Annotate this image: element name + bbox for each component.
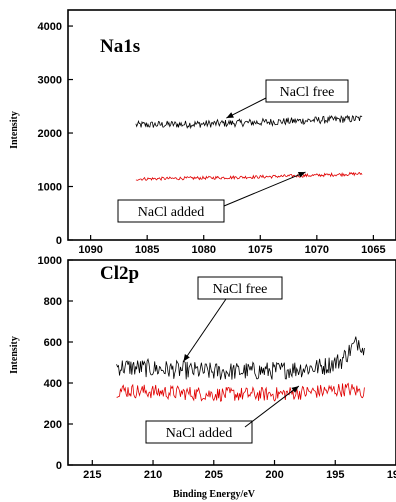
y-tick-label: 600	[44, 337, 62, 349]
y-tick-label: 0	[56, 460, 62, 472]
series-line-nacl-free	[116, 336, 365, 380]
series-line-nacl-free	[135, 114, 363, 130]
y-tick-label: 400	[44, 378, 62, 390]
annotation-arrow-line	[223, 171, 306, 207]
annotation-nacl-added: NaCl added	[145, 385, 300, 444]
y-tick-label: 3000	[38, 75, 62, 87]
y-tick-label: 200	[44, 419, 62, 431]
annotation-box	[265, 79, 349, 103]
x-tick-label: 190	[387, 469, 396, 481]
x-axis-label: Binding Energy/eV	[173, 489, 256, 500]
y-axis-label: Intensity	[9, 336, 20, 374]
annotation-label: NaCl added	[138, 205, 204, 220]
plot-frame	[67, 259, 396, 466]
y-tick-label: 2000	[38, 128, 62, 140]
annotation-box	[117, 199, 225, 223]
panel-label: Cl2p	[100, 263, 139, 284]
x-tick-label: 205	[205, 469, 223, 481]
y-tick-label: 4000	[38, 21, 62, 33]
annotation-arrow-head	[297, 171, 306, 178]
y-tick-label: 0	[56, 235, 62, 247]
x-tick-label: 1070	[305, 244, 329, 256]
x-tick-label: 195	[326, 469, 344, 481]
panel-label: Na1s	[100, 36, 140, 57]
chart-panel-2: 0 200 400 600 800 1000 215 210 205 200 195 190 Inten…	[9, 255, 396, 500]
y-axis-label: Intensity	[9, 111, 20, 149]
series-line-nacl-added	[135, 171, 363, 181]
annotation-nacl-free: NaCl free	[226, 79, 349, 119]
annotation-arrow-head	[226, 112, 234, 119]
x-tick-label: 210	[144, 469, 162, 481]
x-tick-label: 1080	[191, 244, 215, 256]
annotation-label: NaCl free	[280, 85, 335, 100]
annotation-arrow-line	[244, 385, 300, 428]
annotation-arrow-head	[291, 386, 299, 393]
annotation-arrow-line	[182, 298, 227, 362]
x-tick-label: 1075	[248, 244, 272, 256]
annotation-nacl-free: NaCl free	[182, 276, 283, 362]
x-tick-label: 1090	[78, 244, 102, 256]
y-tick-label: 800	[44, 296, 62, 308]
x-tick-label: 1085	[135, 244, 159, 256]
x-tick-label: 1065	[361, 244, 385, 256]
y-tick-label: 1000	[38, 255, 62, 267]
annotation-nacl-added: NaCl added	[117, 171, 306, 223]
x-tick-label: 215	[83, 469, 101, 481]
annotation-label: NaCl free	[213, 282, 268, 297]
x-tick-label: 200	[265, 469, 283, 481]
annotation-box	[145, 420, 253, 444]
y-tick-label: 1000	[38, 182, 62, 194]
annotation-arrow-head	[183, 354, 190, 362]
annotation-arrow-line	[226, 97, 267, 119]
chart-panel-1: 0 1000 2000 3000 4000 1090 1085 1080 1075 1070 106…	[9, 9, 396, 256]
annotation-label: NaCl added	[166, 426, 232, 441]
plot-frame	[67, 9, 396, 241]
series-line-nacl-added	[116, 382, 365, 402]
annotation-box	[197, 276, 283, 300]
